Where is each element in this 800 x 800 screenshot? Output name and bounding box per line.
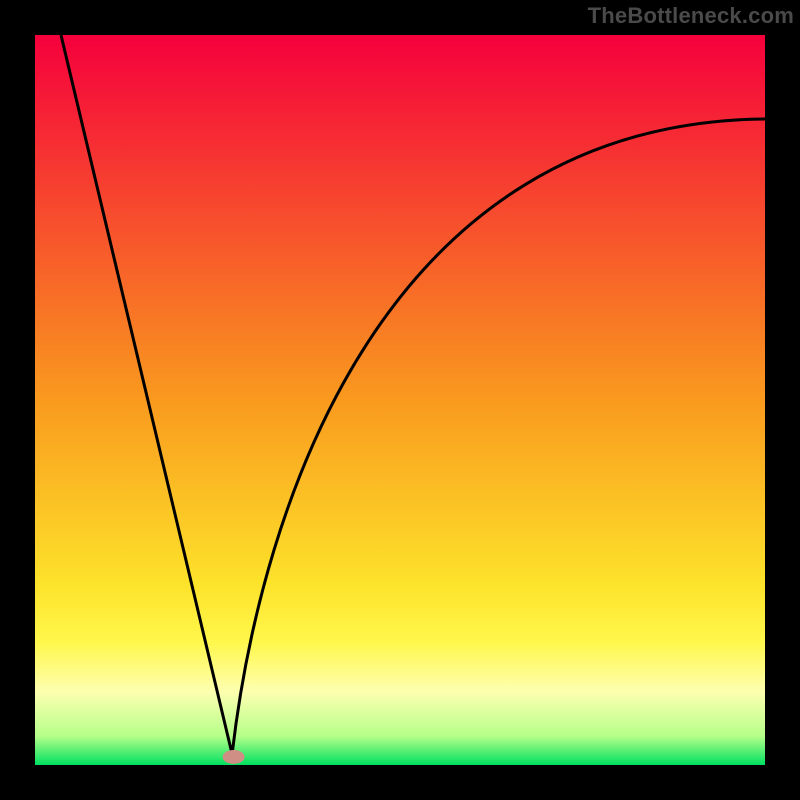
watermark-text: TheBottleneck.com [588,3,794,29]
chart-frame: TheBottleneck.com [0,0,800,800]
plot-gradient-background [35,35,765,765]
